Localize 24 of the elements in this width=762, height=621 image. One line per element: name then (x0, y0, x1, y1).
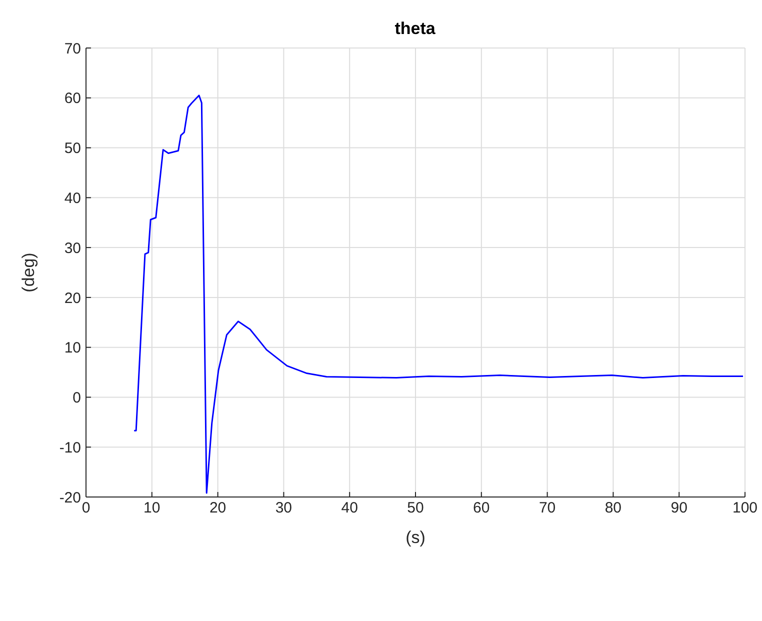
x-tick-label: 90 (670, 500, 688, 517)
y-tick-label: 0 (72, 390, 81, 407)
x-tick-label: 100 (732, 500, 758, 517)
x-tick-label: 30 (275, 500, 292, 517)
x-tick-label: 80 (604, 500, 622, 517)
x-tick-label: 60 (473, 500, 490, 517)
y-axis-title: (deg) (19, 252, 38, 292)
y-tick-label: -20 (59, 489, 81, 506)
x-tick-label: 50 (407, 500, 424, 517)
chart-title: theta (394, 19, 436, 38)
x-tick-label: 70 (538, 500, 556, 517)
y-tick-label: 50 (64, 140, 81, 158)
y-tick-label: 70 (64, 40, 81, 58)
x-axis-title: (s) (406, 528, 426, 547)
y-tick-label: 40 (64, 190, 81, 207)
x-tick-label: 40 (341, 500, 358, 517)
y-tick-label: 60 (64, 90, 81, 108)
line-series (133, 94, 744, 494)
y-tick-label: 30 (64, 240, 81, 257)
y-tick-label: 10 (64, 340, 81, 357)
x-tick-label: 10 (144, 500, 160, 517)
x-tick-label: 20 (209, 500, 226, 517)
y-tick-label: 20 (64, 290, 81, 307)
y-tick-label: -10 (59, 439, 81, 456)
